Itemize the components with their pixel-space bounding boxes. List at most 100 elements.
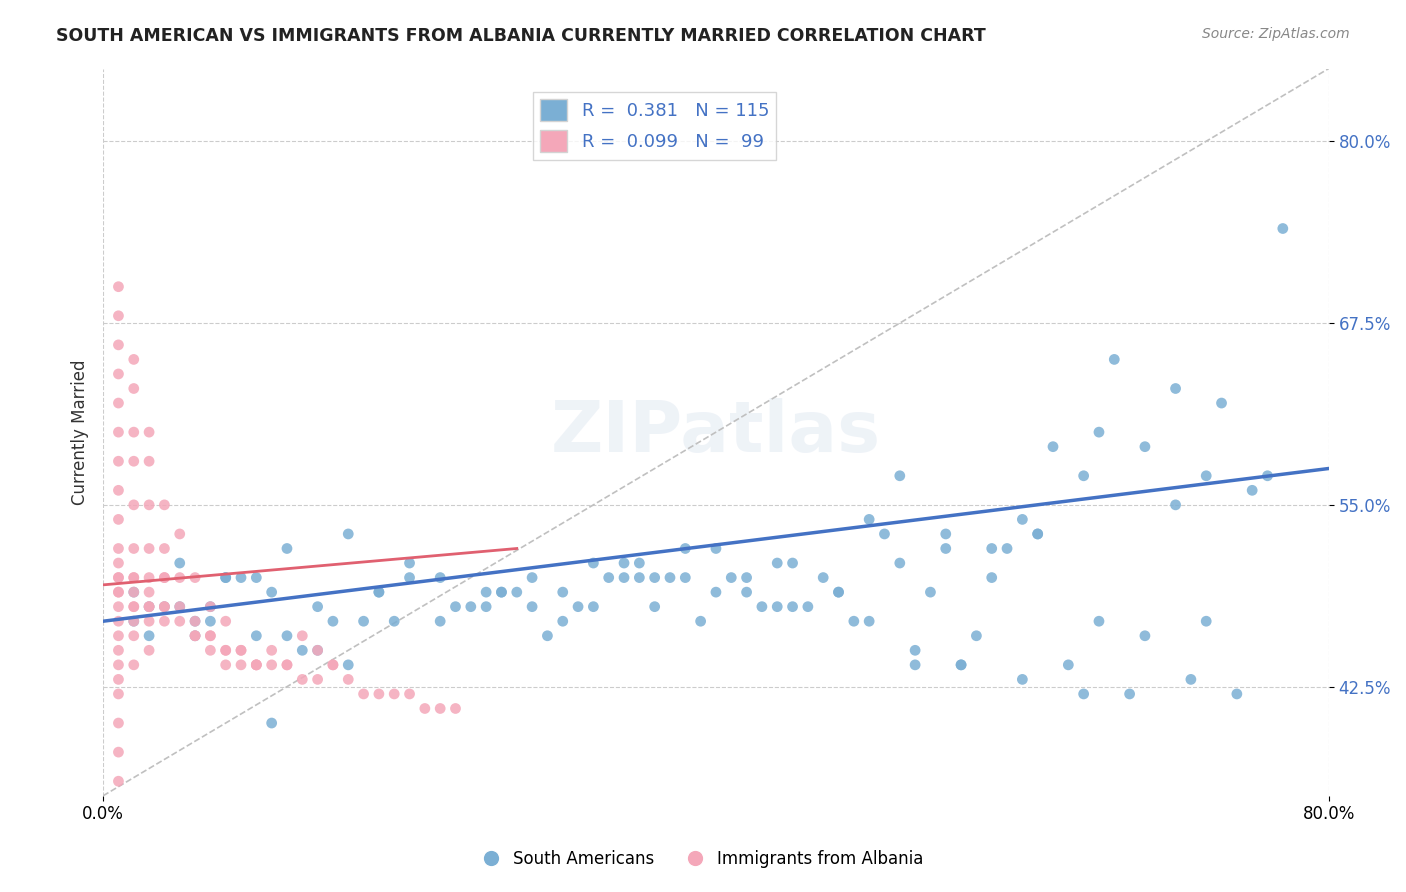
Text: Source: ZipAtlas.com: Source: ZipAtlas.com — [1202, 27, 1350, 41]
Point — [506, 847, 529, 861]
Point — [138, 599, 160, 614]
Point — [766, 556, 789, 570]
Point — [138, 614, 160, 628]
Point — [215, 643, 238, 657]
Point — [1226, 687, 1249, 701]
Point — [107, 687, 129, 701]
Point — [122, 382, 145, 396]
Point — [1118, 687, 1140, 701]
Point — [1195, 614, 1218, 628]
Point — [628, 571, 651, 585]
Point — [1180, 673, 1202, 687]
Point — [229, 657, 252, 672]
Point — [245, 657, 267, 672]
Point — [153, 599, 176, 614]
Point — [169, 571, 191, 585]
Point — [200, 643, 222, 657]
Point — [644, 599, 666, 614]
Point — [353, 687, 375, 701]
Point — [551, 585, 574, 599]
Point — [1026, 527, 1049, 541]
Point — [307, 673, 329, 687]
Point — [138, 425, 160, 439]
Point — [153, 571, 176, 585]
Point — [138, 629, 160, 643]
Point — [782, 556, 804, 570]
Point — [245, 657, 267, 672]
Point — [307, 643, 329, 657]
Point — [382, 687, 405, 701]
Point — [276, 657, 298, 672]
Point — [935, 527, 957, 541]
Point — [551, 614, 574, 628]
Point — [1211, 396, 1233, 410]
Point — [1073, 468, 1095, 483]
Point — [827, 585, 849, 599]
Point — [1133, 440, 1156, 454]
Point — [184, 629, 207, 643]
Point — [184, 629, 207, 643]
Point — [291, 643, 314, 657]
Point — [107, 643, 129, 657]
Point — [398, 687, 420, 701]
Point — [659, 571, 682, 585]
Point — [950, 657, 973, 672]
Point — [582, 556, 605, 570]
Point — [169, 556, 191, 570]
Point — [107, 614, 129, 628]
Point — [107, 585, 129, 599]
Point — [138, 454, 160, 468]
Point — [935, 541, 957, 556]
Point — [1133, 629, 1156, 643]
Point — [184, 571, 207, 585]
Point — [122, 599, 145, 614]
Point — [122, 629, 145, 643]
Point — [307, 599, 329, 614]
Point — [107, 774, 129, 789]
Point — [169, 599, 191, 614]
Point — [184, 629, 207, 643]
Point — [138, 498, 160, 512]
Point — [169, 527, 191, 541]
Point — [200, 599, 222, 614]
Point — [107, 541, 129, 556]
Point — [107, 585, 129, 599]
Point — [169, 614, 191, 628]
Point — [245, 629, 267, 643]
Point — [107, 367, 129, 381]
Point — [965, 629, 987, 643]
Point — [1011, 673, 1033, 687]
Point — [107, 745, 129, 759]
Point — [444, 599, 467, 614]
Point — [1104, 352, 1126, 367]
Point — [107, 309, 129, 323]
Point — [858, 614, 880, 628]
Point — [276, 541, 298, 556]
Point — [138, 643, 160, 657]
Y-axis label: Currently Married: Currently Married — [72, 359, 89, 505]
Point — [673, 571, 696, 585]
Point — [260, 643, 283, 657]
Point — [398, 556, 420, 570]
Point — [107, 454, 129, 468]
Point — [184, 614, 207, 628]
Point — [1026, 527, 1049, 541]
Point — [107, 425, 129, 439]
Point — [291, 629, 314, 643]
Point — [153, 571, 176, 585]
Point — [200, 629, 222, 643]
Point — [107, 716, 129, 731]
Point — [1011, 512, 1033, 526]
Point — [491, 585, 513, 599]
Point — [367, 687, 389, 701]
Point — [950, 657, 973, 672]
Point — [153, 599, 176, 614]
Point — [720, 571, 742, 585]
Point — [122, 454, 145, 468]
Point — [229, 643, 252, 657]
Point — [444, 701, 467, 715]
Point — [245, 571, 267, 585]
Point — [735, 585, 758, 599]
Point — [751, 599, 773, 614]
Text: SOUTH AMERICAN VS IMMIGRANTS FROM ALBANIA CURRENTLY MARRIED CORRELATION CHART: SOUTH AMERICAN VS IMMIGRANTS FROM ALBANI… — [56, 27, 986, 45]
